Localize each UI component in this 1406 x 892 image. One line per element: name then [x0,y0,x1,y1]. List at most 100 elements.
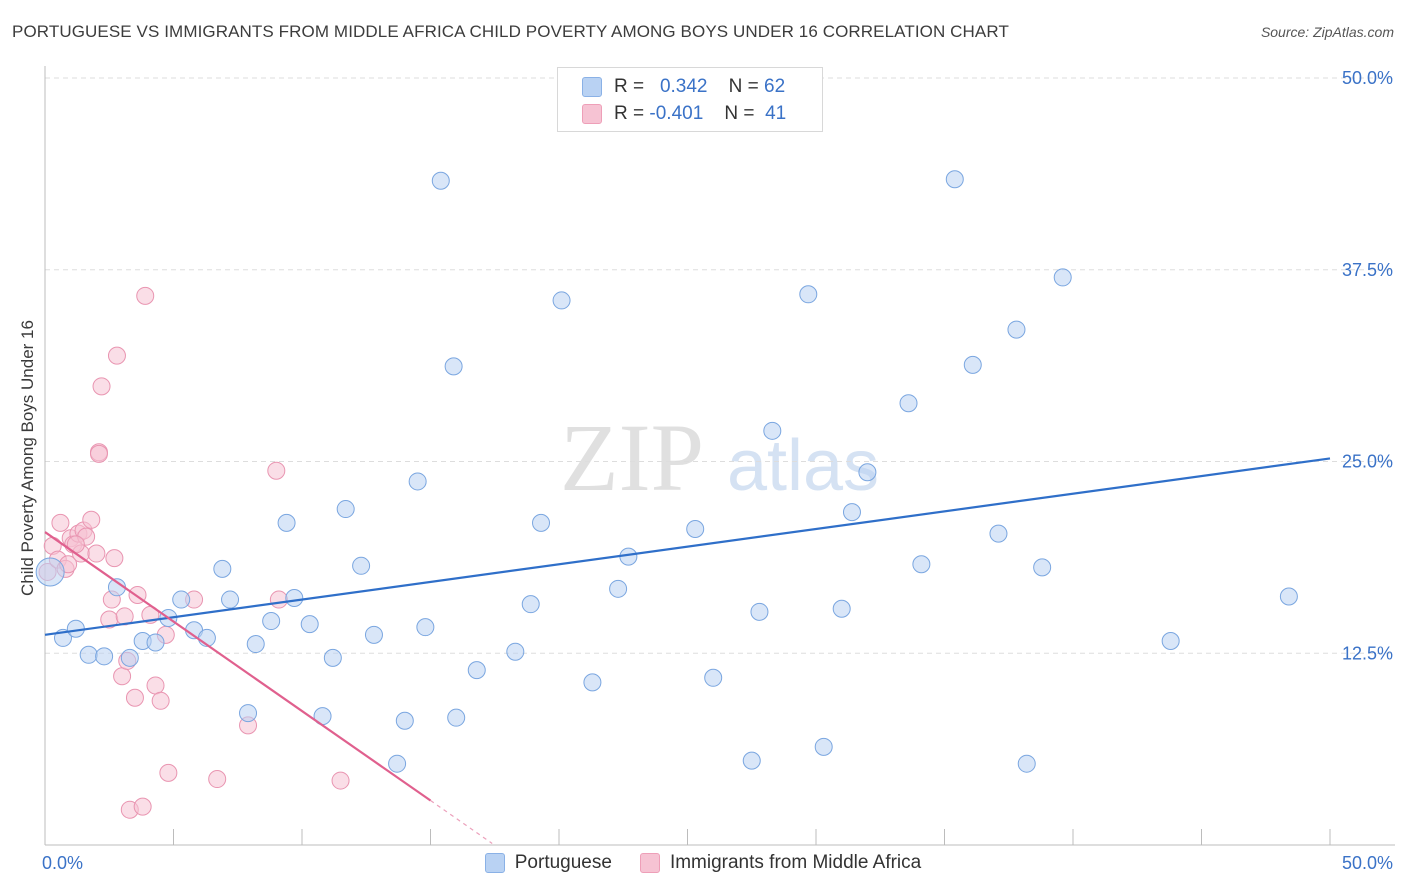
point-portuguese [1161,631,1180,650]
point-portuguese [388,754,407,773]
point-portuguese [213,559,232,578]
watermark: ZIP atlas [560,404,879,511]
point-middle-africa [51,513,70,532]
point-portuguese [750,602,769,621]
point-portuguese [246,635,265,654]
x-tick-label-min: 0.0% [42,853,83,873]
point-portuguese [262,612,281,631]
point-middle-africa [125,688,144,707]
point-middle-africa [82,510,101,529]
point-middle-africa [151,691,170,710]
point-portuguese [814,737,833,756]
point-portuguese [35,557,65,587]
watermark-atlas: atlas [727,426,879,506]
trend-lines [44,457,1331,844]
series-portuguese-points [35,170,1298,773]
point-portuguese [945,170,964,189]
point-portuguese [742,751,761,770]
legend-item-middle-africa[interactable]: Immigrants from Middle Africa [639,852,922,874]
point-middle-africa [159,763,178,782]
legend-swatch-blue [582,77,602,97]
point-portuguese [120,648,139,667]
point-portuguese [323,648,342,667]
point-middle-africa [107,346,126,365]
point-portuguese [239,704,258,723]
tick-labels: 12.5% 25.0% 37.5% 50.0% 0.0% 50.0% [42,68,1393,873]
point-portuguese [172,590,191,609]
series-legend: Portuguese Immigrants from Middle Africa [0,852,1406,874]
legend-swatch-blue [484,853,505,873]
trendline-portuguese [44,457,1331,636]
watermark-zip: ZIP [560,404,704,511]
n-value: 62 [764,76,786,97]
point-portuguese [444,357,463,376]
y-tick-label: 25.0% [1342,452,1393,472]
point-middle-africa [136,286,155,305]
point-portuguese [285,589,304,608]
point-portuguese [1053,268,1072,287]
point-portuguese [763,421,782,440]
y-tick-label: 50.0% [1342,68,1393,88]
point-portuguese [395,711,414,730]
trendline-middle-africa-extension [430,800,493,844]
point-portuguese [842,503,861,522]
point-portuguese [364,625,383,644]
point-middle-africa [267,461,286,480]
point-portuguese [467,661,486,680]
point-portuguese [583,673,602,692]
point-portuguese [532,513,551,532]
y-tick-label: 12.5% [1342,643,1393,663]
point-middle-africa [105,549,124,568]
chart-title: PORTUGUESE VS IMMIGRANTS FROM MIDDLE AFR… [12,22,1009,41]
axes [44,66,1395,846]
legend-item-portuguese[interactable]: Portuguese [484,852,612,874]
n-label: N = [728,76,759,97]
n-value: 41 [765,103,787,124]
point-portuguese [506,642,525,661]
legend-row-portuguese: R = 0.342 N = 62 [582,74,785,100]
point-portuguese [912,555,931,574]
point-middle-africa [269,590,288,609]
r-label: R = [614,103,645,124]
x-tick-label-max: 50.0% [1342,853,1393,873]
point-portuguese [277,513,296,532]
n-label: N = [724,103,755,124]
point-portuguese [146,633,165,652]
legend-swatch-pink [582,104,602,124]
point-portuguese [408,472,427,491]
r-value: 0.342 [659,76,708,97]
point-portuguese [79,645,98,664]
point-portuguese [221,590,240,609]
point-portuguese [686,519,705,538]
point-middle-africa [87,544,106,563]
source-label: Source: ZipAtlas.com [1260,24,1394,40]
series-middle-africa-points [38,286,350,819]
r-value: -0.401 [649,103,704,124]
point-portuguese [832,599,851,618]
point-middle-africa [113,667,132,686]
point-portuguese [1279,587,1298,606]
point-portuguese [95,647,114,666]
point-portuguese [858,463,877,482]
point-middle-africa [92,377,111,396]
legend-row-middle-africa: R = -0.401 N = 41 [582,101,786,127]
point-portuguese [963,355,982,374]
point-portuguese [352,556,371,575]
point-portuguese [552,291,571,310]
point-portuguese [1033,558,1052,577]
point-middle-africa [331,771,350,790]
legend-swatch-pink [639,853,660,873]
point-middle-africa [133,797,152,816]
point-portuguese [336,500,355,519]
point-portuguese [704,668,723,687]
point-middle-africa [89,444,108,463]
r-label: R = [614,76,645,97]
point-middle-africa [208,770,227,789]
legend-label-middle-africa: Immigrants from Middle Africa [669,852,922,873]
trendline-middle-africa [44,531,432,802]
point-portuguese [899,394,918,413]
point-portuguese [447,708,466,727]
point-portuguese [799,285,818,304]
point-portuguese [521,595,540,614]
